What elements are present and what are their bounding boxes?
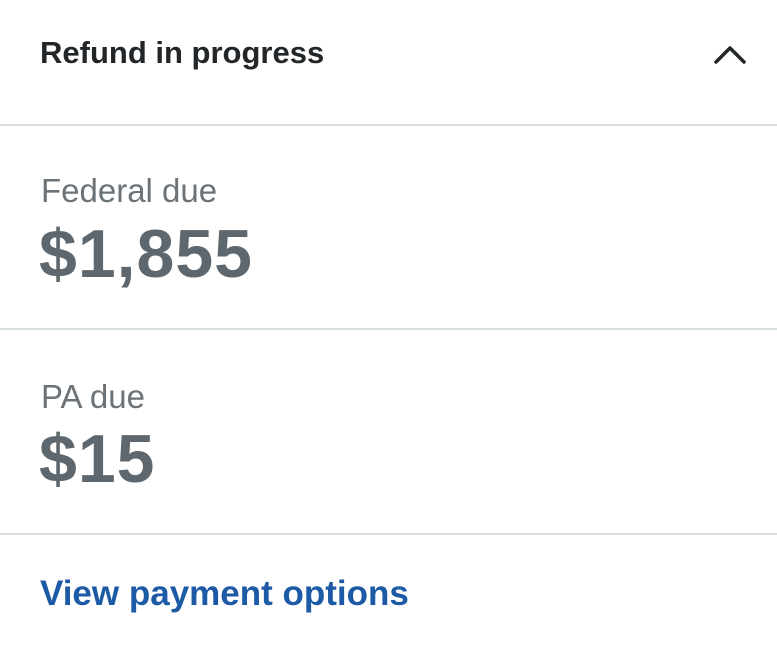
divider — [0, 328, 777, 330]
federal-due-label: Federal due — [41, 172, 218, 209]
divider — [0, 533, 777, 535]
view-payment-options-link[interactable]: View payment options — [40, 574, 409, 613]
chevron-up-icon[interactable] — [712, 40, 748, 70]
divider — [0, 124, 777, 126]
federal-due-amount: $1,855 — [39, 216, 253, 292]
refund-section-header[interactable]: Refund in progress — [0, 0, 777, 125]
pa-due-label: PA due — [41, 378, 145, 415]
section-title: Refund in progress — [40, 35, 325, 70]
pa-due-amount: $15 — [39, 421, 156, 497]
